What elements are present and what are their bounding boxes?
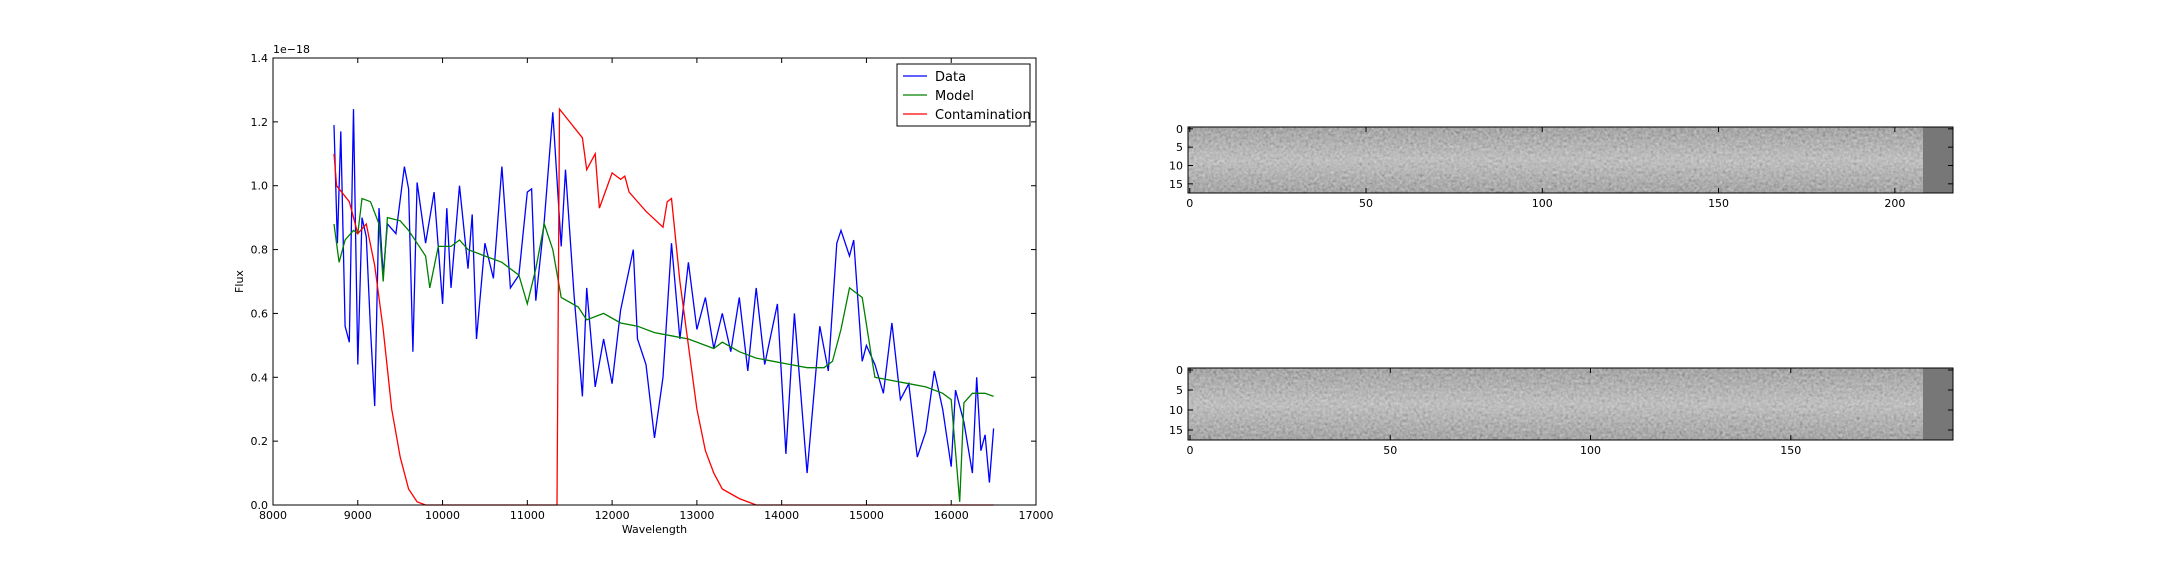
x-tick-label: 50 <box>1383 444 1397 457</box>
y-tick-label: 1.2 <box>251 116 269 129</box>
x-tick-label: 10000 <box>425 509 460 522</box>
y-tick-label: 1.4 <box>251 52 269 65</box>
x-tick-label: 100 <box>1532 197 1553 210</box>
x-tick-label: 9000 <box>344 509 372 522</box>
y-tick-label: 0.4 <box>251 371 269 384</box>
y-tick-label: 0 <box>1176 123 1183 136</box>
y-tick-label: 15 <box>1169 424 1183 437</box>
axes-frame <box>1187 367 1954 441</box>
x-tick-label: 8000 <box>259 509 287 522</box>
y-axis-label: Flux <box>233 270 246 293</box>
x-tick-label: 100 <box>1580 444 1601 457</box>
line-series <box>333 197 994 502</box>
x-tick-label: 50 <box>1359 197 1373 210</box>
y-tick-label: 15 <box>1169 178 1183 191</box>
y-tick-label: 0 <box>1176 364 1183 377</box>
y-tick-label: 10 <box>1169 404 1183 417</box>
x-tick-label: 150 <box>1780 444 1801 457</box>
x-tick-label: 0 <box>1186 197 1193 210</box>
y-tick-label: 5 <box>1176 141 1183 154</box>
y-offset-label: 1e−18 <box>273 43 310 56</box>
x-tick-label: 0 <box>1187 444 1194 457</box>
x-tick-label: 200 <box>1884 197 1905 210</box>
y-tick-label: 5 <box>1176 384 1183 397</box>
x-tick-label: 15000 <box>849 509 884 522</box>
y-tick-label: 0.6 <box>251 307 269 320</box>
image-trace <box>1188 368 1953 440</box>
y-tick-label: 0.2 <box>251 435 269 448</box>
axes-frame <box>1187 126 1954 194</box>
legend-label: Data <box>935 70 966 85</box>
line-series <box>333 107 994 506</box>
x-tick-label: 12000 <box>595 509 630 522</box>
x-tick-label: 13000 <box>679 509 714 522</box>
x-axis-label: Wavelength <box>622 523 687 536</box>
image-edge <box>1923 368 1953 440</box>
y-tick-label: 10 <box>1169 160 1183 173</box>
x-tick-label: 150 <box>1708 197 1729 210</box>
legend-label: Contamination <box>935 108 1031 123</box>
image-edge <box>1923 127 1953 193</box>
axes-frame <box>272 57 1037 506</box>
y-tick-label: 0.8 <box>251 244 269 257</box>
plot-area <box>273 58 1036 505</box>
x-tick-label: 14000 <box>764 509 799 522</box>
legend-label: Model <box>935 89 974 104</box>
y-tick-label: 0.0 <box>251 499 269 512</box>
x-tick-label: 11000 <box>510 509 545 522</box>
image-trace <box>1188 127 1953 193</box>
x-tick-label: 17000 <box>1019 509 1054 522</box>
y-tick-label: 1.0 <box>251 180 269 193</box>
line-series <box>333 109 995 483</box>
x-tick-label: 16000 <box>934 509 969 522</box>
